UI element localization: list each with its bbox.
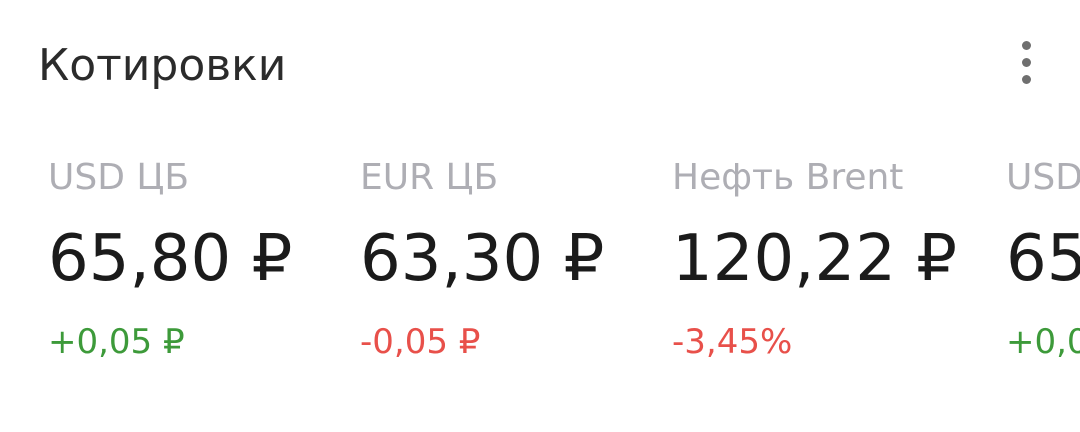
more-vertical-icon-dot <box>1021 57 1031 67</box>
quote-change: +0,05 ₽ <box>48 322 185 362</box>
quote-card-brent[interactable]: Нефть Brent 120,22 ₽ -3,45% <box>672 150 972 368</box>
quote-name: Нефть Brent <box>672 157 904 198</box>
quote-change: +0,0 <box>1006 322 1080 362</box>
widget-title: Котировки <box>38 40 287 91</box>
quote-name: EUR ЦБ <box>360 157 499 198</box>
quote-card-usd-cb[interactable]: USD ЦБ 65,80 ₽ +0,05 ₽ <box>48 150 348 368</box>
quote-change: -3,45% <box>672 322 793 362</box>
quote-change: -0,05 ₽ <box>360 322 481 362</box>
quote-value: 65 <box>1006 222 1080 296</box>
more-vertical-icon <box>1021 40 1031 50</box>
quote-value: 65,80 ₽ <box>48 222 293 296</box>
quote-name: USD ЦБ <box>48 157 190 198</box>
quote-name: USD <box>1006 157 1080 198</box>
quote-card-eur-cb[interactable]: EUR ЦБ 63,30 ₽ -0,05 ₽ <box>360 150 660 368</box>
quote-value: 63,30 ₽ <box>360 222 605 296</box>
more-menu-button[interactable] <box>1004 36 1048 88</box>
more-vertical-icon-dot <box>1021 74 1031 84</box>
quote-value: 120,22 ₽ <box>672 222 957 296</box>
quote-card-usd-partial[interactable]: USD 65 +0,0 <box>1006 150 1080 368</box>
